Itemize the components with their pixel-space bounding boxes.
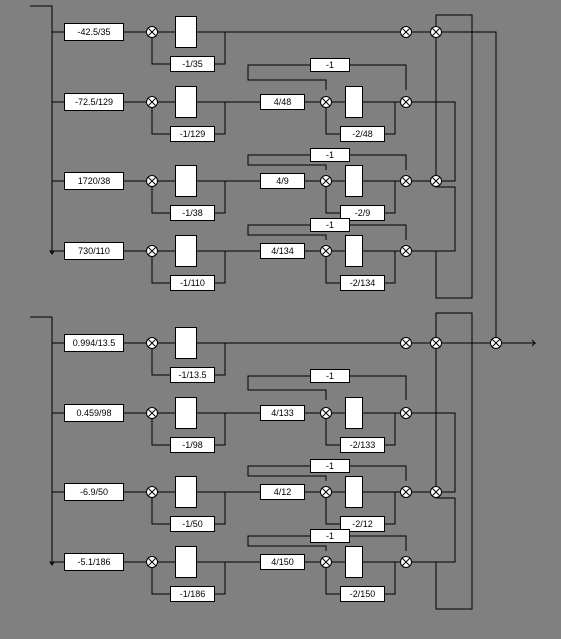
block-n5: -1: [310, 459, 350, 473]
mult-mr3: [320, 245, 332, 257]
block-int_r3: [345, 235, 363, 267]
mult-mo6: [400, 556, 412, 568]
mult-mt5b: [430, 337, 442, 349]
mult-m6: [146, 407, 158, 419]
block-n1: -1: [310, 58, 350, 72]
mult-mo4: [400, 407, 412, 419]
block-int7: [175, 476, 197, 508]
mult-mo5: [400, 486, 412, 498]
mult-mt1b: [430, 26, 442, 38]
block-int3: [175, 165, 197, 197]
mult-mr1: [320, 96, 332, 108]
block-n4: -1: [310, 369, 350, 383]
mult-mo1: [400, 96, 412, 108]
block-f1: -1/35: [170, 56, 215, 72]
block-g4: 4/133: [260, 405, 305, 421]
mult-m8: [146, 556, 158, 568]
block-g1: 4/48: [260, 94, 305, 110]
mult-m7: [146, 486, 158, 498]
block-int8: [175, 546, 197, 578]
mult-mt1: [400, 26, 412, 38]
mult-mr2: [320, 175, 332, 187]
block-f2: -1/129: [170, 126, 215, 142]
block-int1: [175, 16, 197, 48]
block-b8: -5.1/186: [64, 553, 124, 571]
block-h4: -2/133: [340, 437, 385, 453]
block-f7: -1/50: [170, 516, 215, 532]
mult-mbig: [490, 337, 502, 349]
block-int_r1: [345, 86, 363, 118]
block-g6: 4/150: [260, 554, 305, 570]
block-n2: -1: [310, 148, 350, 162]
block-h1: -2/48: [340, 126, 385, 142]
block-int5: [175, 327, 197, 359]
block-int_r2: [345, 165, 363, 197]
mult-mt5: [400, 337, 412, 349]
block-int2: [175, 86, 197, 118]
block-n6: -1: [310, 529, 350, 543]
block-g2: 4/9: [260, 173, 305, 189]
block-g3: 4/134: [260, 243, 305, 259]
block-int_r6: [345, 546, 363, 578]
mult-m4: [146, 245, 158, 257]
block-int6: [175, 397, 197, 429]
mult-m5: [146, 337, 158, 349]
mult-mo3: [400, 245, 412, 257]
mult-mo2: [400, 175, 412, 187]
block-f5: -1/13.5: [170, 367, 215, 383]
block-f3: -1/38: [170, 205, 215, 221]
block-b1: -42.5/35: [64, 23, 124, 41]
block-f8: -1/186: [170, 586, 215, 602]
block-g5: 4/12: [260, 484, 305, 500]
block-n3: -1: [310, 218, 350, 232]
mult-m1: [146, 26, 158, 38]
block-b7: -6.9/50: [64, 483, 124, 501]
block-int4: [175, 235, 197, 267]
mult-mr6: [320, 556, 332, 568]
block-b5: 0.994/13.5: [64, 334, 124, 352]
mult-mr4: [320, 407, 332, 419]
mult-mo5b: [430, 486, 442, 498]
block-h6: -2/150: [340, 586, 385, 602]
block-b2: -72.5/129: [64, 93, 124, 111]
mult-mr5: [320, 486, 332, 498]
mult-m3: [146, 175, 158, 187]
block-b4: 730/110: [64, 242, 124, 260]
block-int_r5: [345, 476, 363, 508]
block-int_r4: [345, 397, 363, 429]
block-b3: 1720/38: [64, 172, 124, 190]
block-h3: -2/134: [340, 275, 385, 291]
block-b6: 0.459/98: [64, 404, 124, 422]
mult-m2: [146, 96, 158, 108]
block-f4: -1/110: [170, 275, 215, 291]
block-f6: -1/98: [170, 437, 215, 453]
mult-mo2b: [430, 175, 442, 187]
